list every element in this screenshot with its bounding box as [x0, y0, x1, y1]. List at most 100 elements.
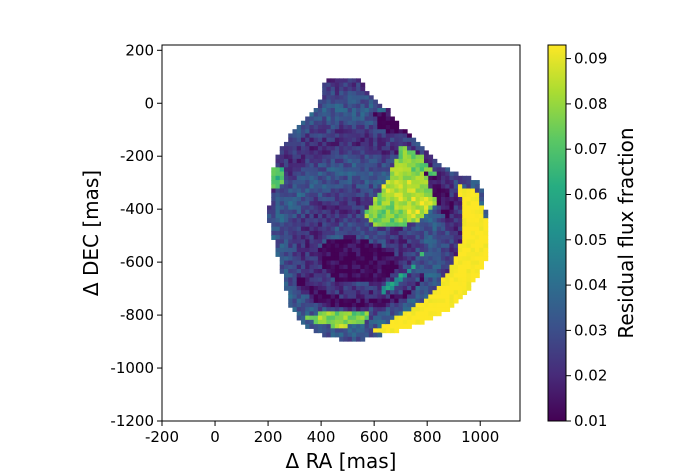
map-cell	[339, 141, 344, 147]
map-cell	[326, 188, 332, 194]
map-cell	[356, 112, 361, 118]
map-cell	[424, 290, 429, 296]
map-cell	[373, 180, 378, 185]
map-cell	[309, 302, 315, 308]
map-cell	[300, 273, 306, 279]
map-cell	[317, 260, 323, 266]
map-cell	[347, 213, 353, 219]
map-cell	[428, 196, 434, 202]
map-cell	[343, 260, 349, 266]
map-cell	[390, 328, 395, 334]
map-cell	[334, 285, 340, 291]
map-cell	[377, 264, 383, 270]
map-cell	[343, 167, 349, 173]
map-cell	[351, 302, 357, 308]
map-cell	[428, 307, 434, 312]
map-cell	[288, 218, 294, 224]
map-cell	[368, 311, 374, 317]
map-cell	[351, 222, 357, 228]
map-cell	[334, 78, 340, 84]
map-cell	[347, 78, 353, 84]
map-cell	[432, 201, 438, 207]
map-cell	[402, 201, 408, 207]
map-cell	[385, 184, 391, 190]
map-cell	[364, 319, 370, 325]
map-cell	[398, 252, 404, 257]
map-cell	[322, 108, 328, 113]
colorbar-tick-label: 0.03	[574, 321, 607, 339]
map-cell	[398, 137, 404, 143]
map-cell	[394, 252, 400, 257]
map-cell	[470, 269, 476, 274]
map-cell	[419, 154, 425, 160]
map-cell	[339, 112, 344, 118]
map-cell	[407, 188, 412, 194]
map-cell	[288, 158, 294, 164]
map-cell	[474, 264, 480, 270]
map-cell	[432, 277, 438, 283]
map-cell	[322, 120, 328, 126]
map-cell	[394, 269, 400, 274]
map-cell	[330, 78, 336, 84]
map-cell	[368, 307, 374, 312]
map-cell	[440, 230, 446, 236]
map-cell	[347, 269, 353, 274]
map-cell	[351, 141, 357, 147]
map-cell	[351, 82, 357, 88]
map-cell	[470, 260, 476, 266]
map-cell	[373, 120, 378, 126]
map-cell	[347, 290, 353, 296]
map-cell	[428, 184, 434, 190]
map-cell	[394, 209, 400, 215]
map-cell	[330, 137, 336, 143]
map-cell	[283, 209, 289, 215]
map-cell	[296, 285, 302, 291]
map-cell	[334, 167, 340, 173]
map-cell	[343, 188, 349, 194]
map-cell	[339, 247, 344, 253]
map-cell	[334, 112, 340, 118]
map-cell	[457, 285, 463, 291]
map-cell	[419, 209, 425, 215]
map-cell	[449, 171, 455, 177]
map-cell	[351, 137, 357, 143]
map-cell	[288, 226, 294, 232]
map-cell	[364, 91, 370, 96]
map-cell	[390, 324, 395, 329]
map-cell	[326, 175, 332, 181]
map-cell	[466, 247, 472, 253]
map-cell	[356, 315, 361, 321]
map-cell	[322, 116, 328, 122]
map-cell	[296, 192, 302, 198]
map-cell	[339, 167, 344, 173]
map-cell	[317, 201, 323, 207]
map-cell	[419, 302, 425, 308]
map-cell	[381, 239, 387, 245]
map-cell	[419, 213, 425, 219]
map-cell	[326, 91, 332, 96]
map-cell	[305, 226, 311, 232]
map-cell	[385, 239, 391, 245]
map-cell	[449, 256, 455, 262]
map-cell	[271, 192, 277, 198]
map-cell	[356, 78, 361, 84]
map-cell	[351, 260, 357, 266]
map-cell	[305, 146, 311, 151]
map-cell	[330, 133, 336, 139]
map-cell	[330, 175, 336, 181]
map-cell	[424, 184, 429, 190]
map-cell	[415, 226, 421, 232]
map-cell	[339, 137, 344, 143]
map-cell	[334, 99, 340, 105]
map-cell	[326, 196, 332, 202]
map-cell	[474, 218, 480, 224]
map-cell	[343, 336, 349, 342]
map-cell	[300, 180, 306, 185]
map-cell	[449, 209, 455, 215]
map-cell	[313, 307, 319, 312]
map-cell	[330, 129, 336, 135]
map-cell	[415, 311, 421, 317]
map-cell	[313, 205, 319, 211]
map-cell	[436, 302, 442, 308]
map-cell	[436, 213, 442, 219]
